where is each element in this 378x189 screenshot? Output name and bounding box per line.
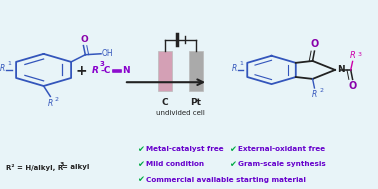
Text: O: O (349, 81, 357, 91)
Text: Gram-scale synthesis: Gram-scale synthesis (238, 161, 325, 167)
Text: N: N (122, 66, 129, 75)
Text: +: + (75, 64, 87, 78)
Text: 1: 1 (7, 61, 11, 66)
Text: R: R (312, 90, 317, 99)
Text: External-oxidant free: External-oxidant free (238, 146, 325, 152)
Text: = alkyl: = alkyl (62, 164, 90, 170)
Text: ✔: ✔ (137, 145, 144, 154)
Text: R² = H/alkyl, R: R² = H/alkyl, R (6, 164, 64, 171)
Text: 3: 3 (357, 52, 361, 57)
Bar (189, 51, 203, 91)
Text: OH: OH (102, 49, 113, 58)
Text: R: R (0, 64, 6, 74)
Text: 3: 3 (60, 162, 64, 167)
Text: O: O (80, 35, 88, 44)
Text: undivided cell: undivided cell (156, 110, 204, 116)
Text: Metal-catalyst free: Metal-catalyst free (146, 146, 224, 152)
Text: ✔: ✔ (229, 145, 235, 154)
Text: Pt: Pt (190, 98, 201, 107)
Text: ✔: ✔ (137, 175, 144, 184)
Text: Commercial available starting material: Commercial available starting material (146, 177, 306, 183)
Text: ✔: ✔ (137, 160, 144, 169)
Text: R: R (48, 99, 53, 108)
Text: R: R (231, 64, 237, 74)
Text: 2: 2 (55, 97, 59, 102)
Text: 2: 2 (319, 88, 323, 93)
Text: O: O (310, 39, 319, 49)
Text: C: C (161, 98, 168, 107)
Text: 1: 1 (239, 61, 243, 66)
Text: N: N (337, 65, 344, 74)
Bar (158, 51, 172, 91)
Text: R: R (350, 50, 356, 60)
Text: R: R (92, 66, 99, 75)
Text: Mild condition: Mild condition (146, 161, 204, 167)
Text: 3: 3 (99, 61, 104, 67)
Text: -C: -C (101, 66, 111, 75)
Text: ✔: ✔ (229, 160, 235, 169)
